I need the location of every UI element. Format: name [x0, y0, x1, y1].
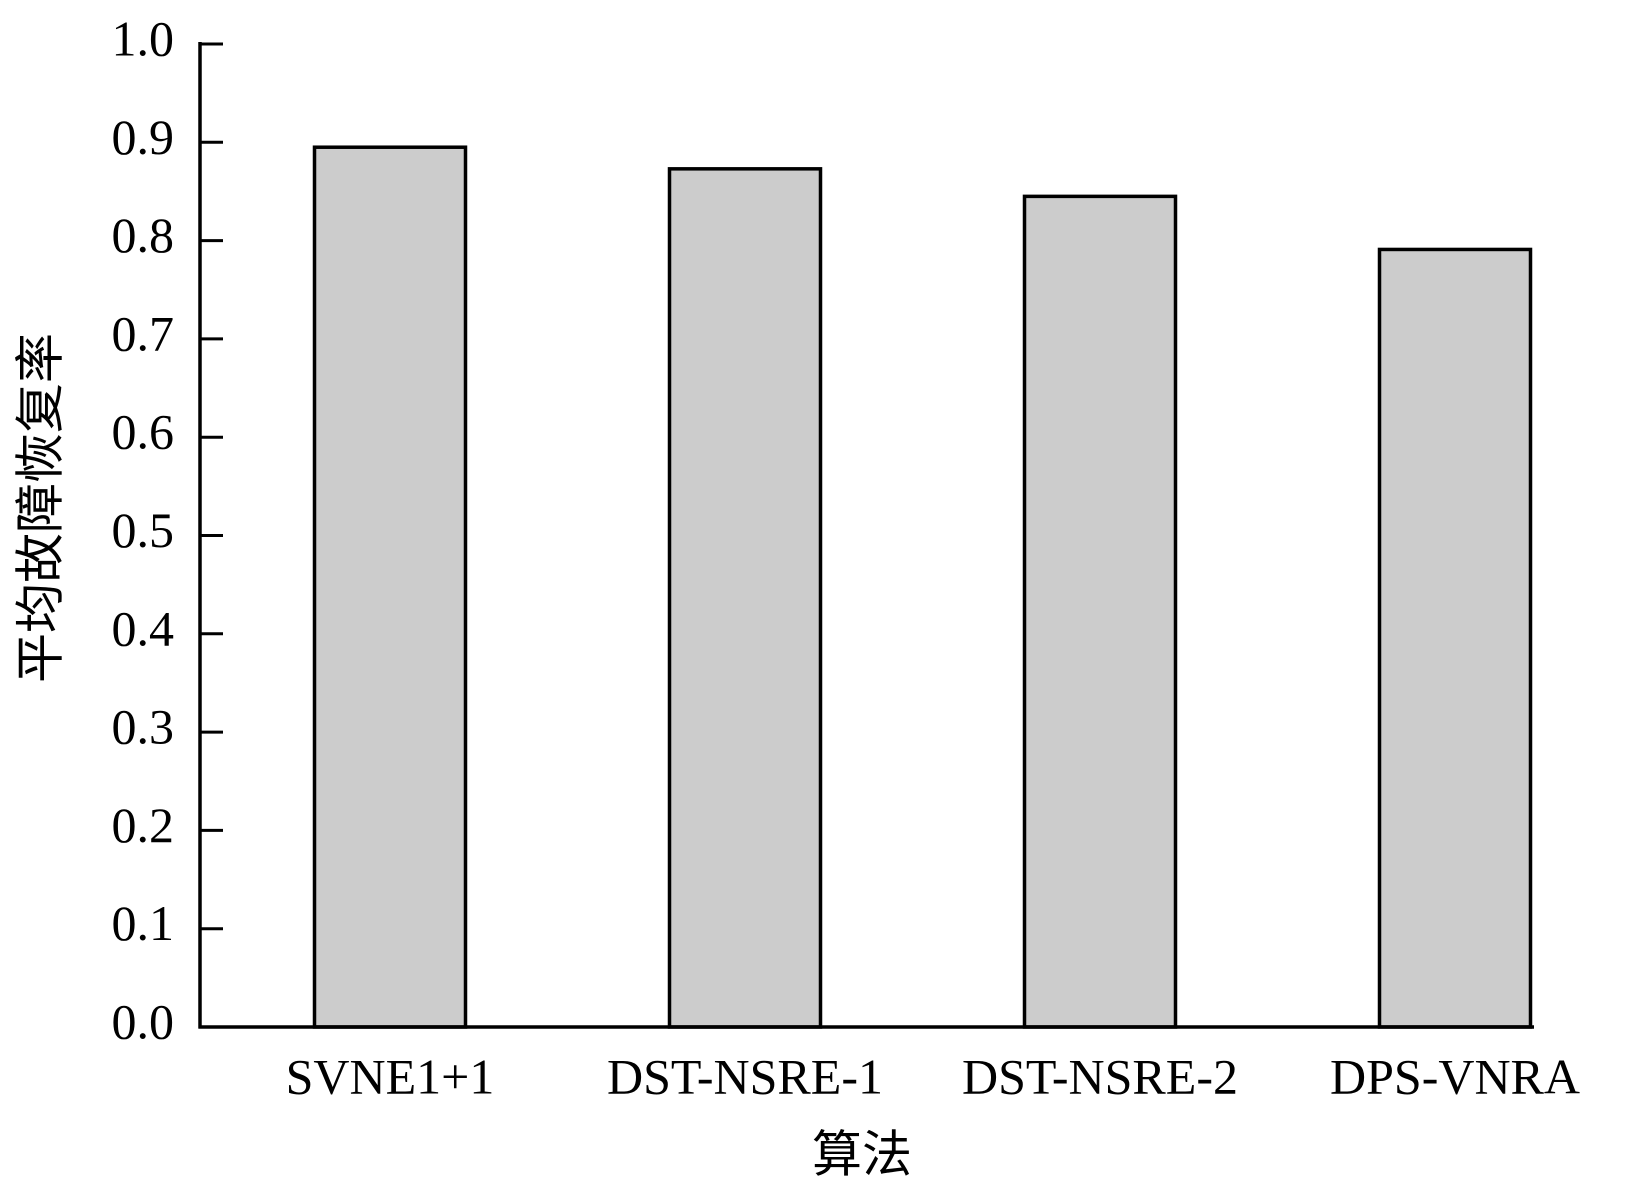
y-tick-label: 0.0	[112, 993, 175, 1049]
bar	[1022, 194, 1178, 1029]
x-axis-title: 算法	[812, 1126, 912, 1182]
x-tick-label: SVNE1+1	[286, 1048, 495, 1104]
x-tick-label: DST-NSRE-1	[607, 1048, 883, 1104]
y-tick-label: 0.5	[112, 502, 175, 558]
y-tick-label: 0.4	[112, 600, 175, 656]
bar	[312, 145, 468, 1029]
y-tick-label: 0.7	[112, 305, 175, 361]
x-tick-label: DST-NSRE-2	[962, 1048, 1238, 1104]
y-tick-label: 0.3	[112, 699, 175, 755]
bar	[1377, 247, 1533, 1029]
y-axis-title: 平均故障恢复率	[12, 333, 68, 683]
y-tick-label: 0.1	[112, 895, 175, 951]
x-tick-label: DPS-VNRA	[1330, 1048, 1580, 1104]
y-tick-label: 0.2	[112, 797, 175, 853]
y-tick-label: 0.9	[112, 109, 175, 165]
y-tick-label: 0.8	[112, 207, 175, 263]
y-tick-label: 1.0	[112, 10, 175, 66]
y-tick-label: 0.6	[112, 404, 175, 460]
bar	[667, 167, 823, 1029]
